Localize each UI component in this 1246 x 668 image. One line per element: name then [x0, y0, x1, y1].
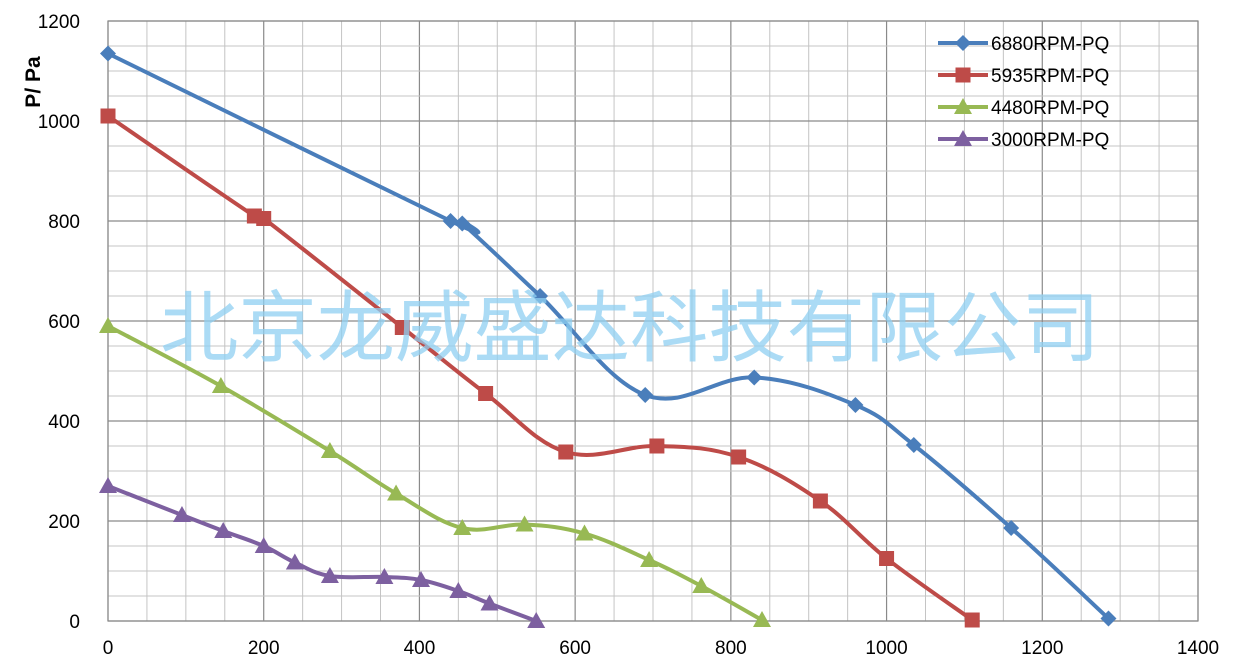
- legend-label: 3000RPM-PQ: [991, 130, 1109, 151]
- data-point: [387, 484, 406, 501]
- data-point: [320, 442, 339, 458]
- series-6880RPM-PQ: [100, 45, 1117, 627]
- data-point: [100, 45, 116, 62]
- legend-marker: [954, 130, 972, 146]
- x-tick-label: 400: [404, 638, 436, 659]
- series-5935RPM-PQ: [100, 108, 980, 628]
- data-point: [753, 611, 771, 627]
- data-point: [454, 215, 471, 232]
- series-4480RPM-PQ: [99, 317, 771, 627]
- series-3000RPM-PQ: [99, 477, 546, 628]
- data-point: [375, 568, 394, 584]
- grid: [107, 20, 1199, 622]
- data-point: [394, 320, 410, 335]
- x-tick-label: 600: [559, 638, 591, 659]
- data-point: [254, 537, 273, 553]
- legend-marker: [955, 35, 971, 51]
- data-point: [527, 612, 546, 628]
- series-layer: [99, 45, 1117, 628]
- legend-label: 4480RPM-PQ: [991, 98, 1109, 119]
- data-point: [905, 437, 922, 453]
- data-point: [515, 515, 534, 532]
- data-point: [320, 567, 339, 583]
- x-tick-label: 1400: [1177, 638, 1219, 659]
- y-tick-label: 800: [48, 212, 80, 233]
- data-point: [532, 288, 549, 304]
- data-point: [172, 506, 191, 522]
- x-tick-label: 1000: [865, 638, 907, 659]
- data-point: [649, 438, 665, 454]
- data-point: [411, 571, 430, 587]
- y-tick-label: 200: [48, 512, 80, 533]
- data-point: [256, 211, 272, 226]
- data-point: [731, 449, 747, 465]
- axes: 0 200 400 600 800 1000 1200 1400 0 200 400 600 800 10…: [38, 12, 1219, 659]
- legend-item: 3000RPM-PQ: [938, 130, 1109, 151]
- data-point: [99, 317, 117, 333]
- legend: 6880RPM-PQ 5935RPM-PQ 4480RPM-PQ 3000RPM-PQ: [938, 34, 1109, 151]
- data-point: [285, 553, 304, 570]
- legend-label: 5935RPM-PQ: [991, 66, 1109, 87]
- data-point: [640, 551, 659, 567]
- data-point: [449, 582, 468, 598]
- y-axis-label: P/ Pa: [22, 56, 45, 108]
- y-tick-label: 400: [48, 412, 80, 433]
- y-tick-label: 600: [48, 312, 80, 333]
- x-tick-label: 800: [715, 638, 747, 659]
- data-point: [453, 519, 472, 535]
- data-point: [575, 524, 594, 541]
- data-point: [692, 577, 711, 593]
- legend-marker: [955, 67, 971, 83]
- data-point: [746, 369, 763, 386]
- data-point: [1003, 520, 1020, 536]
- legend-item: 6880RPM-PQ: [938, 34, 1109, 55]
- watermark-text: 北京龙威盛达科技有限公司: [160, 284, 1100, 374]
- data-point: [211, 377, 230, 393]
- data-point: [100, 108, 116, 124]
- x-tick-label: 0: [103, 638, 114, 659]
- data-point: [847, 397, 864, 413]
- data-point: [558, 444, 574, 460]
- data-point: [214, 522, 233, 538]
- data-point: [879, 551, 895, 566]
- y-tick-label: 1000: [38, 112, 80, 133]
- x-tick-label: 1200: [1021, 638, 1063, 659]
- legend-marker: [954, 98, 972, 114]
- legend-item: 4480RPM-PQ: [938, 98, 1109, 119]
- legend-label: 6880RPM-PQ: [991, 34, 1109, 55]
- data-point: [964, 612, 980, 628]
- data-point: [480, 594, 499, 611]
- data-point: [1100, 610, 1117, 627]
- data-point: [478, 386, 494, 401]
- y-tick-label: 1200: [38, 12, 80, 33]
- y-tick-label: 0: [69, 612, 80, 633]
- data-point: [99, 477, 117, 493]
- x-tick-label: 200: [248, 638, 280, 659]
- data-point: [812, 493, 828, 509]
- data-point: [442, 213, 459, 229]
- data-point: [637, 387, 654, 403]
- series-line: [106, 484, 539, 623]
- legend-item: 5935RPM-PQ: [938, 66, 1109, 87]
